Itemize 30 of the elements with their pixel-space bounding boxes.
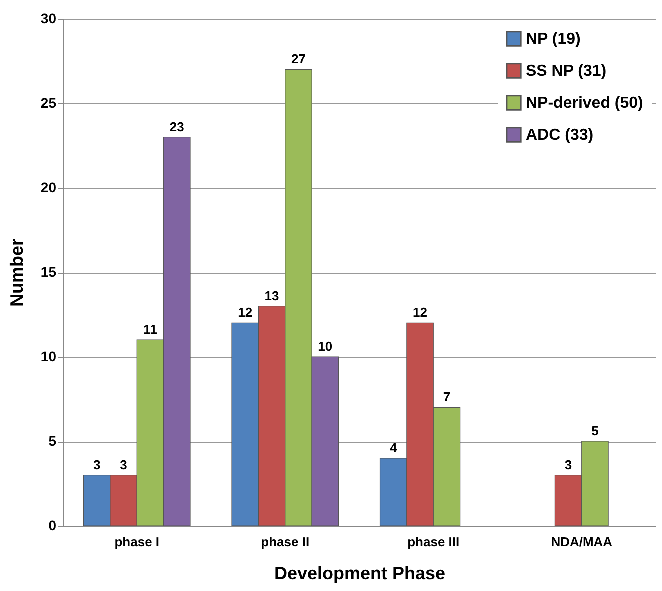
data-label: 5 — [592, 424, 599, 438]
legend-label: NP-derived (50) — [526, 95, 644, 112]
x-tick-label: phase III — [408, 534, 460, 550]
data-label: 3 — [93, 457, 101, 472]
data-label: 3 — [120, 457, 128, 472]
data-label: 11 — [144, 322, 158, 338]
x-axis-title: Development Phase — [274, 564, 446, 584]
data-label: 10 — [318, 339, 333, 354]
legend-label: SS NP (31) — [526, 63, 607, 80]
x-tick-label: phase I — [114, 534, 160, 550]
data-label: 12 — [238, 305, 253, 320]
y-tick-label: 15 — [40, 264, 57, 280]
y-tick-label: 10 — [40, 348, 57, 364]
x-tick-label: phase II — [261, 534, 310, 550]
y-tick-label: 5 — [48, 433, 57, 449]
y-tick-label: 20 — [40, 180, 57, 196]
y-tick-label: 25 — [40, 95, 57, 111]
y-tick-label: 0 — [48, 518, 57, 534]
data-label: 4 — [390, 440, 398, 456]
data-label: 3 — [564, 457, 572, 472]
data-label: 13 — [264, 288, 280, 304]
data-label: 7 — [443, 390, 451, 405]
data-label: 12 — [413, 305, 428, 320]
legend-label: ADC (33) — [526, 127, 594, 144]
legend-label: NP (19) — [526, 31, 581, 48]
y-tick-label: 30 — [40, 10, 57, 26]
data-label: 23 — [170, 119, 184, 134]
y-axis-title: Number — [6, 238, 27, 308]
x-tick-label: NDA/MAA — [551, 534, 614, 550]
data-label: 27 — [291, 52, 306, 67]
